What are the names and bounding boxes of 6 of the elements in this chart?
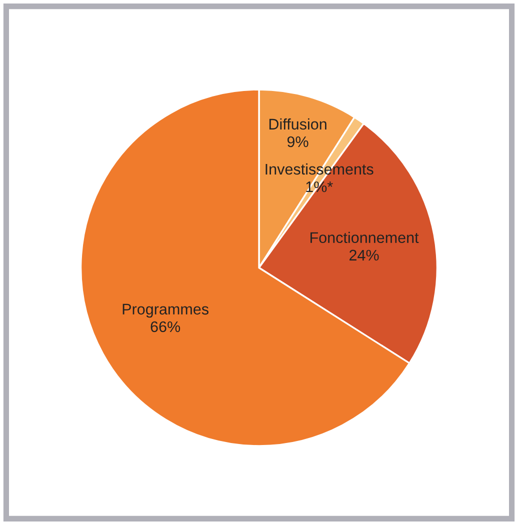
slice-label: Fonctionnement	[310, 232, 419, 244]
data-label: 66%	[150, 321, 180, 332]
slice-label: Programmes	[122, 304, 208, 318]
slice-label: Diffusion	[269, 118, 326, 130]
data-label: 9%	[287, 136, 308, 148]
data-label: 24%	[350, 250, 379, 261]
